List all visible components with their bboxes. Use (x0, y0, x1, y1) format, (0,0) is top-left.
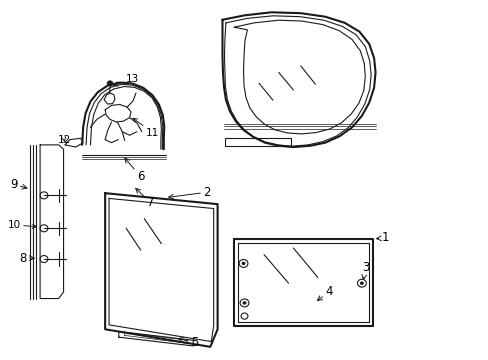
Text: 7: 7 (136, 188, 154, 209)
Text: 6: 6 (124, 158, 144, 183)
Text: 4: 4 (317, 285, 332, 301)
Text: 3: 3 (361, 261, 368, 279)
Circle shape (242, 301, 246, 305)
Circle shape (241, 262, 245, 265)
Text: 9: 9 (10, 178, 27, 191)
Text: 12: 12 (58, 135, 71, 145)
Text: 2: 2 (168, 186, 210, 199)
Text: 13: 13 (114, 74, 139, 86)
Text: 11: 11 (133, 118, 159, 138)
Text: 8: 8 (20, 252, 34, 265)
Circle shape (107, 81, 113, 86)
Circle shape (359, 282, 363, 285)
Text: 5: 5 (178, 336, 198, 349)
Text: 10: 10 (8, 220, 37, 230)
Text: 1: 1 (376, 231, 388, 244)
